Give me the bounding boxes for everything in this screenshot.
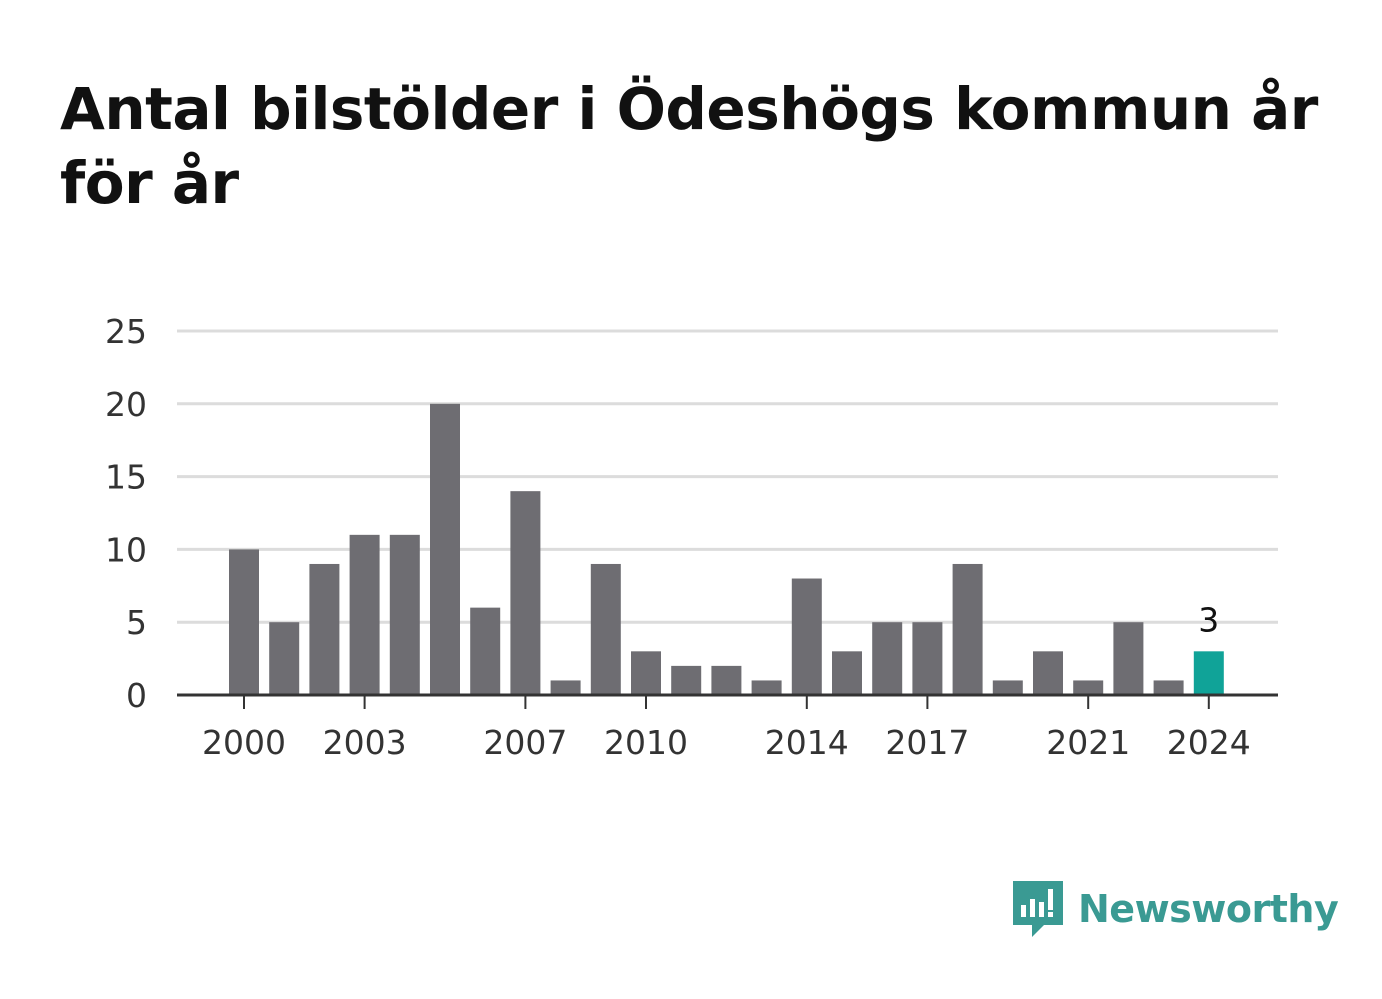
y-tick-label: 20	[105, 385, 147, 424]
chart-title: Antal bilstölder i Ödeshögs kommun år fö…	[60, 75, 1318, 217]
bar-2001	[269, 622, 300, 695]
x-tick-label: 2003	[323, 723, 407, 762]
x-tick-label: 2010	[604, 723, 688, 762]
highlight-value-label: 3	[1198, 600, 1219, 639]
y-tick-label: 15	[105, 458, 147, 497]
bars	[229, 403, 1224, 695]
x-axis	[177, 693, 1278, 709]
newsworthy-logo-icon	[1013, 881, 1063, 937]
bar-2024	[1193, 651, 1224, 695]
data-labels: 3	[1198, 600, 1219, 639]
brand-name: Newsworthy	[1078, 887, 1339, 931]
bar-2010	[631, 651, 661, 695]
bar-2004	[389, 534, 420, 695]
bar-2009	[590, 563, 621, 695]
bar-2003	[349, 534, 380, 695]
bar-2002	[309, 563, 340, 695]
x-tick-label: 2000	[202, 723, 286, 762]
bar-2021	[1073, 680, 1104, 695]
bar-2007	[510, 491, 541, 695]
bar-2012	[711, 665, 742, 695]
x-axis-labels: 2000 2003 2007 2010 2014 2017 2021 2024	[202, 723, 1251, 762]
x-tick-label: 2021	[1046, 723, 1130, 762]
x-tick-label: 2014	[765, 723, 849, 762]
bar-2014	[791, 578, 822, 695]
newsworthy-brand: Newsworthy	[1010, 878, 1339, 940]
bar-2006	[470, 607, 501, 695]
x-tick-label: 2017	[885, 723, 969, 762]
x-tick-label: 2007	[483, 723, 567, 762]
y-tick-label: 5	[126, 603, 147, 642]
bar-2015	[832, 651, 862, 695]
y-tick-label: 0	[126, 676, 147, 715]
bar-2023	[1153, 680, 1184, 695]
x-tick-label: 2024	[1167, 723, 1251, 762]
bar-2019	[992, 680, 1023, 695]
bar-2008	[550, 680, 581, 695]
bar-2022	[1113, 622, 1144, 695]
bar-2016	[872, 622, 903, 695]
y-tick-label: 25	[105, 312, 147, 351]
bar-2020	[1033, 651, 1063, 695]
bar-2011	[671, 665, 702, 695]
bar-2013	[751, 680, 782, 695]
bar-2005	[430, 403, 460, 695]
bar-2017	[912, 622, 943, 695]
grid-lines	[177, 329, 1278, 624]
bar-2000	[229, 549, 259, 695]
bar-2018	[952, 563, 983, 695]
y-axis-labels: 0 5 10 15 20 25	[105, 312, 147, 715]
y-tick-label: 10	[105, 530, 147, 569]
